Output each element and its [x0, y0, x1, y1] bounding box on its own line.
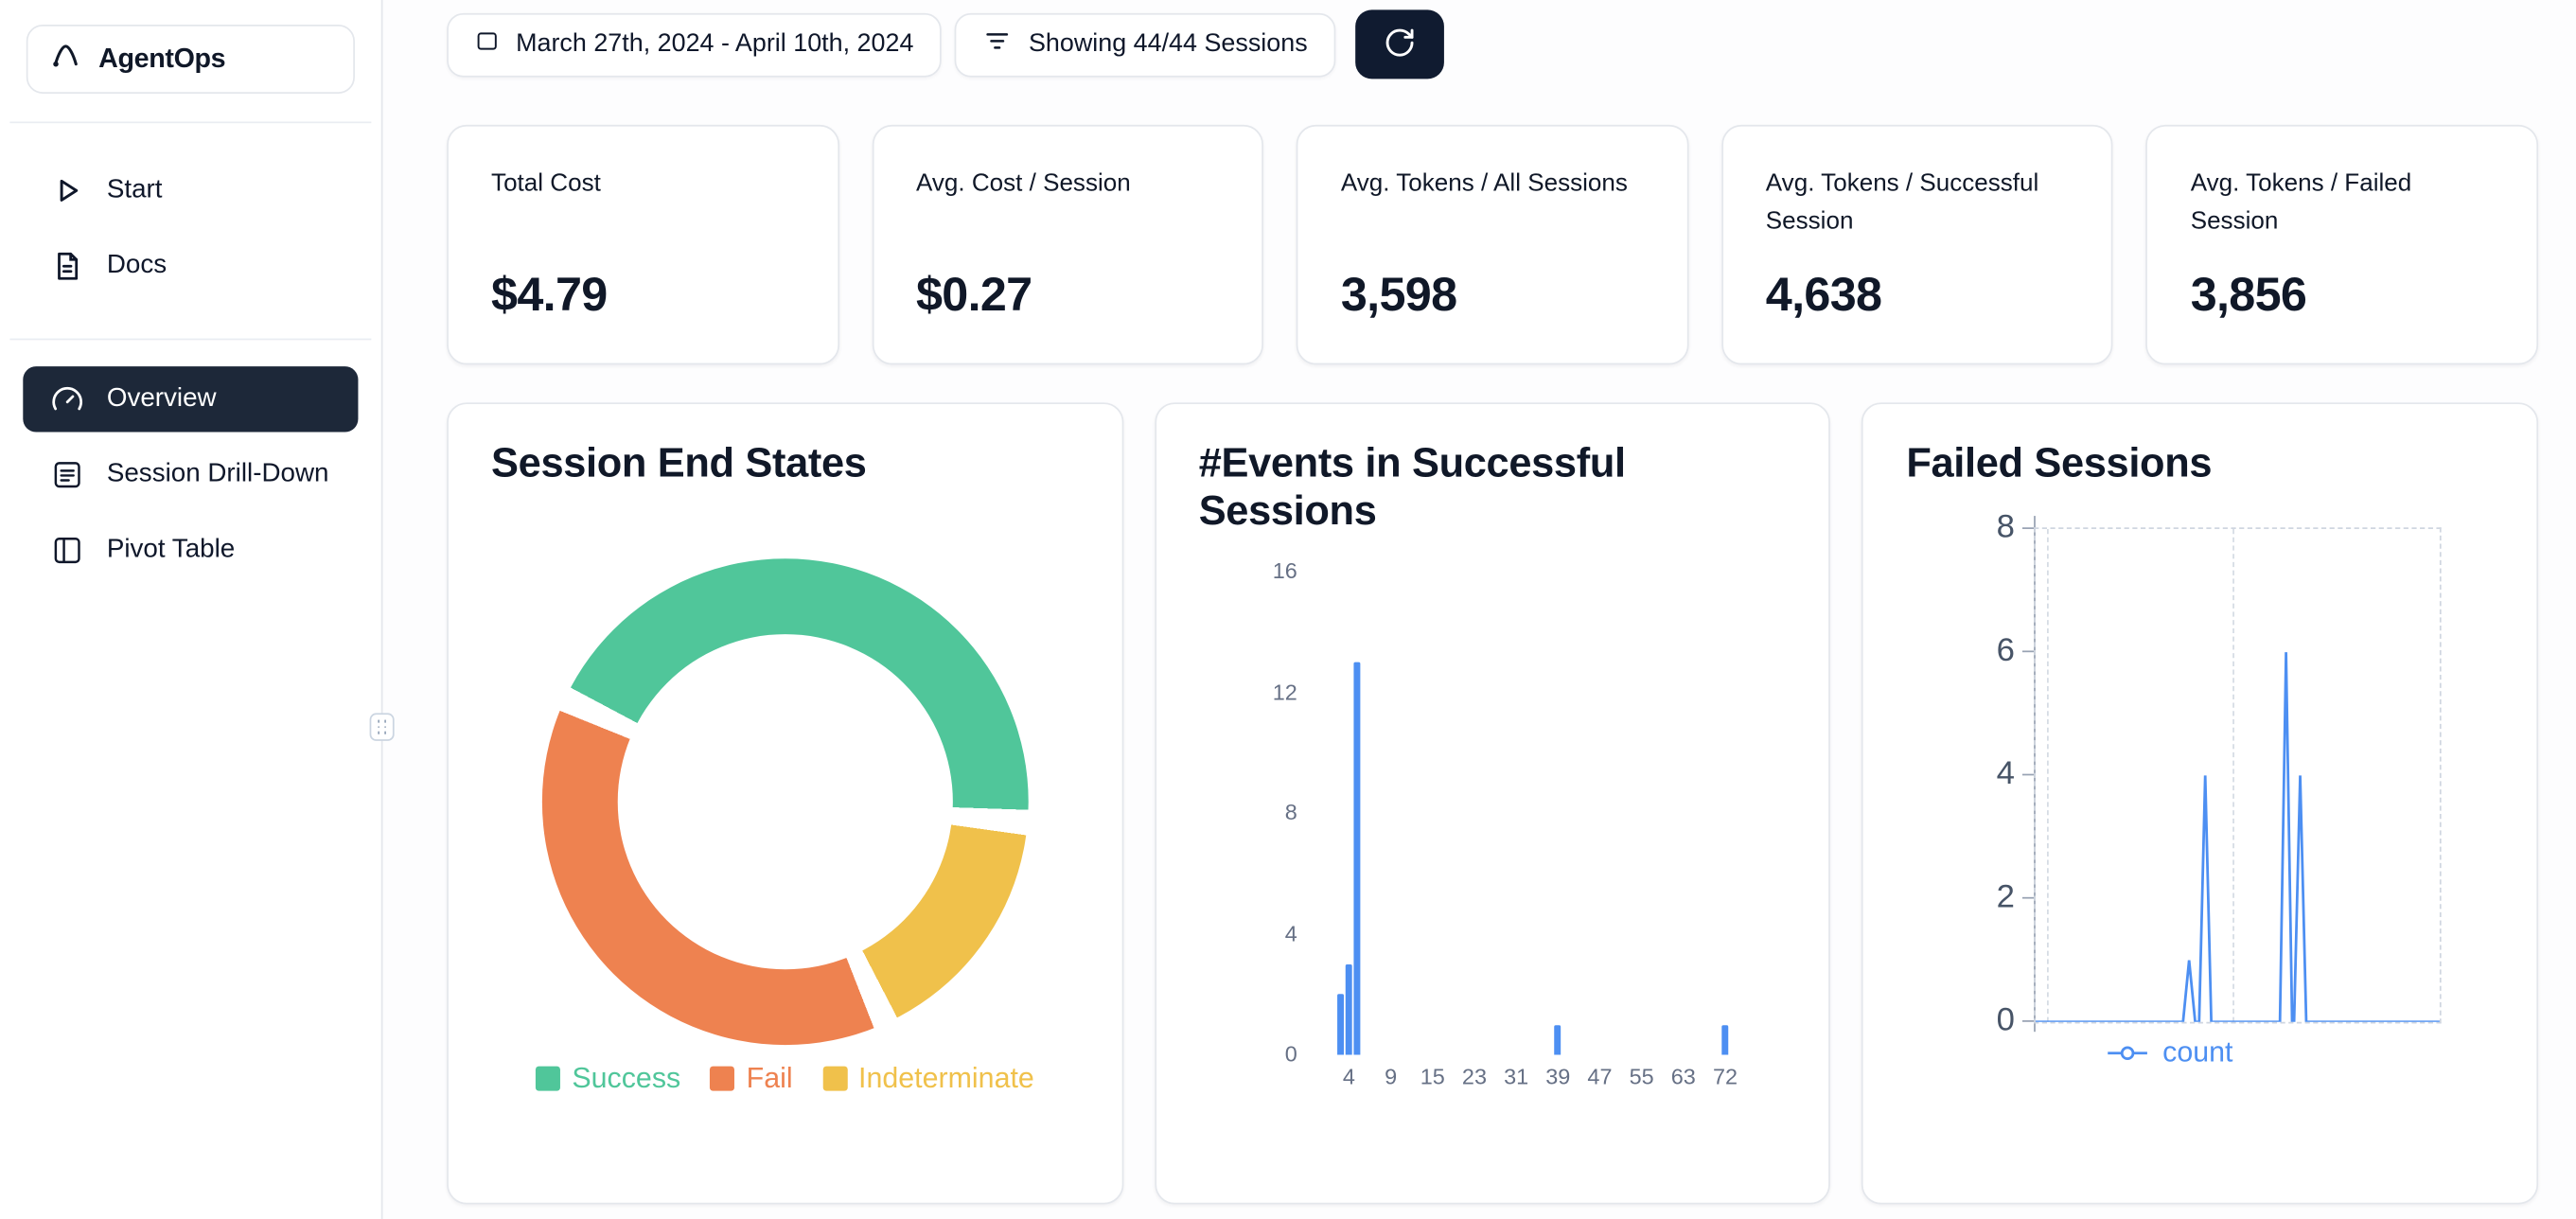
events-histogram-card: #Events in Successful Sessions 0 4 8 12 16 4…	[1154, 402, 1831, 1205]
sidebar-item-label: Session Drill-Down	[106, 460, 329, 488]
stat-card-avg-tokens-failed: Avg. Tokens / Failed Session 3,856	[2145, 124, 2539, 365]
donut-legend: Success Fail Indeterminate	[449, 1061, 1121, 1095]
topbar: March 27th, 2024 - April 10th, 2024 Show…	[447, 9, 2576, 80]
stat-label: Avg. Tokens / Successful Session	[1765, 168, 2039, 235]
legend-item-success[interactable]: Success	[536, 1061, 680, 1095]
stats-row: Total Cost $4.79 Avg. Cost / Session $0.…	[447, 124, 2539, 365]
legend-item-fail[interactable]: Fail	[710, 1061, 793, 1095]
stat-card-avg-tokens-successful: Avg. Tokens / Successful Session 4,638	[1720, 124, 2114, 365]
document-icon	[51, 250, 84, 283]
play-icon	[51, 174, 84, 207]
stat-card-avg-tokens-all: Avg. Tokens / All Sessions 3,598	[1297, 124, 1689, 365]
stat-label: Total Cost	[491, 168, 601, 198]
legend-label: Success	[572, 1061, 681, 1095]
stat-card-total-cost: Total Cost $4.79	[447, 124, 839, 365]
stat-value: $4.79	[491, 269, 608, 323]
stat-card-avg-cost-session: Avg. Cost / Session $0.27	[872, 124, 1264, 365]
chart-title: Failed Sessions	[1906, 440, 2213, 486]
stat-value: 3,598	[1340, 269, 1457, 323]
calendar-icon	[475, 28, 500, 62]
bar-plot	[1327, 572, 1818, 1055]
sidebar-item-label: Pivot Table	[106, 535, 236, 564]
columns-icon	[51, 534, 84, 567]
bar-ylabels: 0 4 8 12 16	[1272, 558, 1297, 1067]
line-plot	[2034, 527, 2443, 1024]
refresh-button[interactable]	[1355, 9, 1444, 80]
sidebar-item-overview[interactable]: Overview	[23, 366, 359, 433]
legend-label: Indeterminate	[858, 1061, 1034, 1095]
sidebar-divider	[9, 338, 372, 341]
sidebar-divider	[9, 121, 372, 124]
sidebar-resize-handle[interactable]	[369, 713, 395, 741]
sidebar-item-label: Start	[106, 175, 163, 204]
refresh-icon	[1384, 26, 1417, 63]
sessions-filter-label: Showing 44/44 Sessions	[1028, 29, 1308, 58]
sidebar-item-label: Overview	[106, 384, 217, 413]
donut-hole	[617, 634, 953, 970]
stat-value: 4,638	[1765, 269, 1882, 323]
legend-label: Fail	[746, 1061, 793, 1095]
dashed-gridline	[2232, 528, 2235, 1022]
date-range-button[interactable]: March 27th, 2024 - April 10th, 2024	[447, 12, 942, 77]
sidebar-nav: Start Docs Overview Session Drill-Down	[0, 158, 381, 584]
donut-chart	[541, 558, 1029, 1046]
line-legend[interactable]: count	[2107, 1035, 2232, 1069]
legend-item-indeterminate[interactable]: Indeterminate	[821, 1061, 1034, 1095]
sidebar: AgentOps Start Docs Overview	[0, 0, 383, 1219]
legend-label: count	[2162, 1034, 2233, 1069]
app-name: AgentOps	[98, 44, 226, 74]
main-content: March 27th, 2024 - April 10th, 2024 Show…	[382, 0, 2576, 1205]
charts-row: Session End States Success Fail	[447, 402, 2539, 1205]
dashed-gridline	[2047, 528, 2050, 1022]
gauge-icon	[51, 382, 84, 415]
grip-dots-icon	[376, 718, 389, 736]
filter-icon	[982, 26, 1012, 63]
legend-swatch-success	[536, 1066, 561, 1091]
legend-swatch-fail	[710, 1066, 735, 1091]
stat-value: $0.27	[915, 269, 1032, 323]
line-plot-svg	[2036, 652, 2441, 1022]
sidebar-item-docs[interactable]: Docs	[23, 234, 358, 299]
legend-line-marker-icon	[2108, 1045, 2148, 1060]
sidebar-item-label: Docs	[106, 251, 168, 280]
app-logo[interactable]: AgentOps	[26, 25, 355, 94]
session-end-states-card: Session End States Success Fail	[447, 402, 1123, 1205]
date-range-label: March 27th, 2024 - April 10th, 2024	[516, 29, 914, 58]
stat-label: Avg. Tokens / Failed Session	[2190, 168, 2412, 235]
list-square-icon	[51, 458, 84, 491]
agentops-logo-icon	[49, 39, 82, 80]
stat-label: Avg. Tokens / All Sessions	[1340, 168, 1628, 198]
stat-value: 3,856	[2190, 269, 2307, 323]
sidebar-item-start[interactable]: Start	[23, 158, 358, 223]
sidebar-item-session-drill-down[interactable]: Session Drill-Down	[23, 442, 358, 507]
sidebar-item-pivot-table[interactable]: Pivot Table	[23, 518, 358, 583]
legend-swatch-indeterminate	[821, 1066, 847, 1091]
chart-title: Session End States	[491, 440, 867, 486]
bar-xlabels: 4 9 15 23 31 39 47 55 63 72	[1342, 1064, 1738, 1089]
sessions-filter-button[interactable]: Showing 44/44 Sessions	[954, 12, 1336, 77]
chart-title: #Events in Successful Sessions	[1198, 440, 1626, 535]
stat-label: Avg. Cost / Session	[915, 168, 1131, 198]
